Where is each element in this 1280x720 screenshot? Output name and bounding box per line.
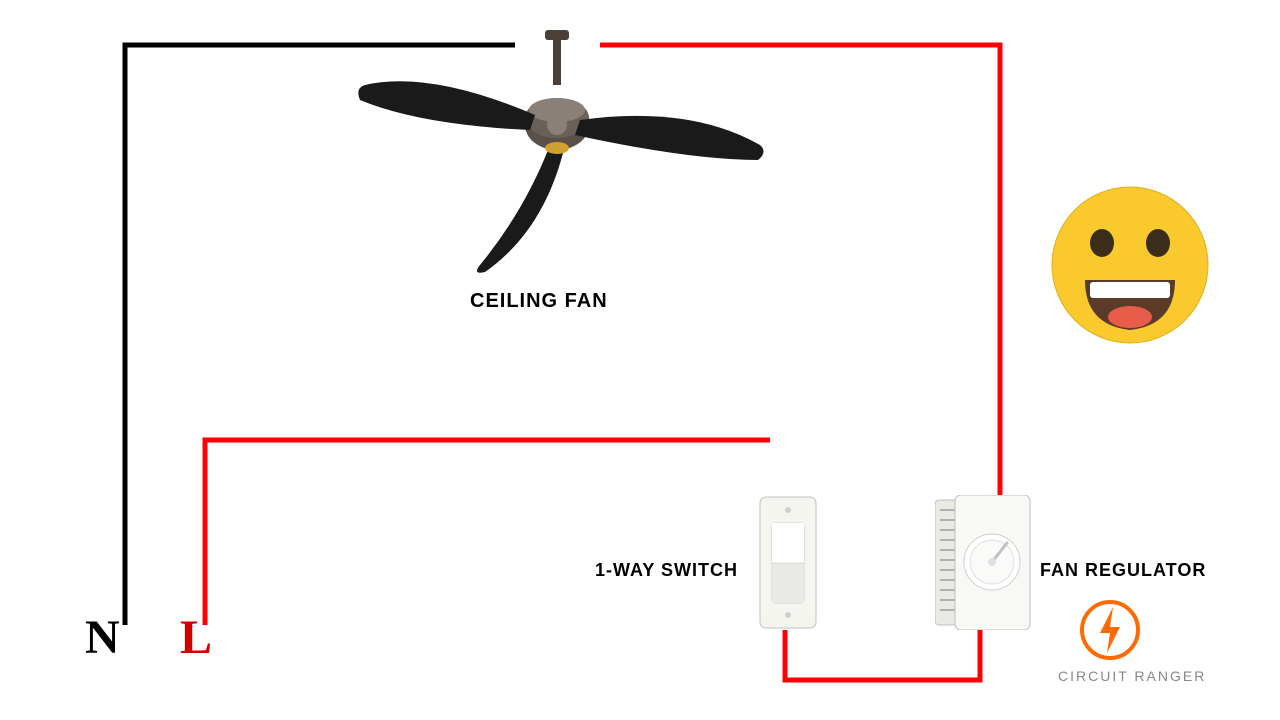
ceiling-fan-label: CEILING FAN xyxy=(470,290,608,313)
ceiling-fan xyxy=(350,30,770,285)
regulator-label: FAN REGULATOR xyxy=(1040,560,1206,581)
neutral-terminal-label: N xyxy=(85,610,120,665)
logo-text: CIRCUIT RANGER xyxy=(1058,668,1206,684)
grinning-emoji-icon xyxy=(1050,185,1210,350)
fan-regulator xyxy=(935,495,1035,635)
switch-label: 1-WAY SWITCH xyxy=(595,560,738,581)
one-way-switch xyxy=(758,495,818,635)
live-terminal-label: L xyxy=(180,610,212,665)
circuit-ranger-logo xyxy=(1075,595,1145,670)
live-wire-main xyxy=(205,440,770,625)
switch-regulator-wire xyxy=(785,630,980,680)
